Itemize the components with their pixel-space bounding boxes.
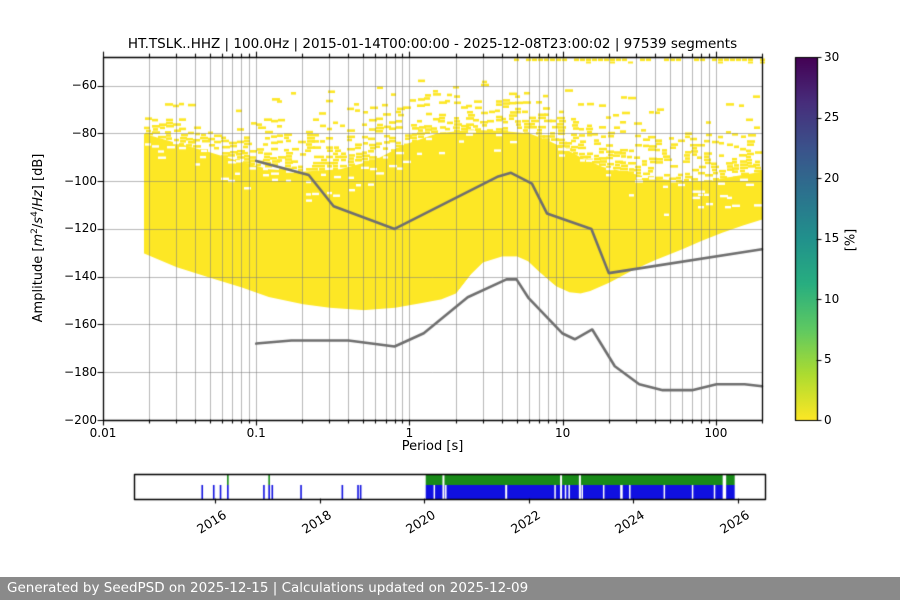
colorbar-tick-label: 30 [824,49,840,64]
footer-bar: Generated by SeedPSD on 2025-12-15 | Cal… [0,577,900,600]
x-tick-label: 0.01 [89,426,117,440]
colorbar-tick-label: 0 [824,412,832,427]
y-tick-label: −160 [64,316,97,331]
colorbar-label: [%] [843,228,859,252]
colorbar-tick-label: 20 [824,170,840,185]
x-tick-label: 10 [555,426,571,440]
y-tick-label: −180 [64,364,97,379]
x-axis-label: Period [s] [401,439,464,454]
y-tick-label: −100 [64,173,97,188]
y-tick-label: −200 [64,412,97,427]
y-tick-label: −120 [64,221,97,236]
footer-text: Generated by SeedPSD on 2025-12-15 | Cal… [7,580,529,596]
y-axis-label: Amplitude [m2/s4/Hz] [dB] [29,153,47,323]
colorbar-tick-label: 25 [824,110,840,124]
x-tick-label: 1 [405,426,414,440]
colorbar-tick-label: 10 [824,291,840,306]
colorbar-tick-label: 15 [824,231,840,245]
y-tick-label: −140 [64,269,97,284]
x-tick-label: 100 [704,426,728,440]
plot-title: HT.TSLK..HHZ | 100.0Hz | 2015-01-14T00:0… [127,36,738,52]
y-tick-label: −60 [71,78,97,93]
y-tick-label: −80 [71,125,97,140]
colorbar-tick-label: 5 [824,352,832,366]
x-tick-label: 0.1 [246,426,266,440]
